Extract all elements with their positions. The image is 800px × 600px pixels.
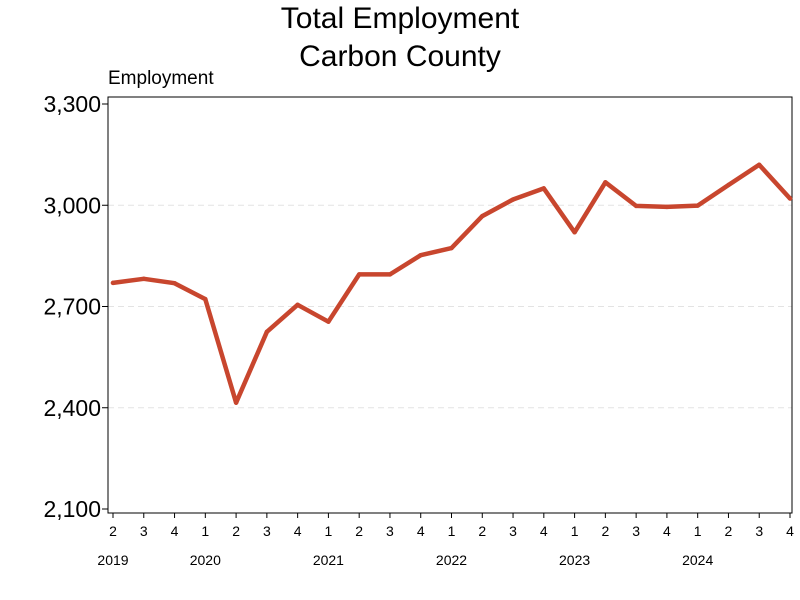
- data-point: [356, 272, 362, 277]
- data-point: [203, 296, 208, 302]
- x-tick-label-year: 2021: [313, 552, 344, 568]
- x-tick-label-quarter: 4: [663, 523, 671, 539]
- data-point: [480, 213, 485, 219]
- x-tick-label-quarter: 4: [294, 523, 302, 539]
- data-point: [295, 302, 300, 308]
- data-point: [387, 272, 393, 277]
- data-point: [264, 329, 270, 335]
- x-tick-label-quarter: 3: [632, 523, 640, 539]
- x-tick-label-quarter: 3: [386, 523, 394, 539]
- y-tick-label: 2,100: [43, 496, 101, 522]
- x-tick-label-quarter: 2: [725, 523, 733, 539]
- x-tick-label-quarter: 2: [355, 523, 363, 539]
- y-tick-label: 3,300: [43, 91, 101, 117]
- x-tick-label-quarter: 1: [201, 523, 209, 539]
- chart-title-line-1: Total Employment: [280, 2, 520, 35]
- data-point: [510, 197, 516, 202]
- chart-title-line-2: Carbon County: [299, 40, 501, 73]
- data-point: [233, 400, 239, 405]
- x-tick-label-year: 2019: [97, 552, 128, 568]
- y-tick-label: 2,400: [43, 395, 101, 421]
- x-tick-label-year: 2022: [436, 552, 467, 568]
- x-tick-label-quarter: 2: [232, 523, 240, 539]
- data-point: [633, 203, 639, 209]
- x-tick-label-quarter: 1: [571, 523, 579, 539]
- data-point: [726, 182, 731, 188]
- x-tick-label-quarter: 2: [478, 523, 486, 539]
- plot-frame: [107, 96, 793, 514]
- y-tick-label: 2,700: [43, 294, 101, 320]
- data-point: [664, 204, 670, 210]
- x-tick-label-quarter: 3: [755, 523, 763, 539]
- x-tick-label-year: 2020: [190, 552, 221, 568]
- x-tick-label-quarter: 3: [509, 523, 517, 539]
- data-point: [787, 196, 793, 201]
- data-point: [541, 186, 547, 191]
- data-point: [110, 280, 116, 286]
- data-point: [141, 276, 146, 282]
- data-point: [449, 245, 454, 251]
- y-tick-label: 3,000: [43, 192, 101, 218]
- x-tick-label-quarter: 1: [325, 523, 333, 539]
- x-tick-label-quarter: 1: [694, 523, 702, 539]
- x-tick-label-year: 2024: [682, 552, 713, 568]
- series-line: [110, 162, 793, 405]
- x-tick-label-quarter: 2: [601, 523, 609, 539]
- data-point: [572, 230, 577, 235]
- x-tick-label-quarter: 3: [263, 523, 271, 539]
- x-tick-label-year: 2023: [559, 552, 590, 568]
- data-point: [603, 180, 608, 185]
- x-tick-label-quarter: 4: [171, 523, 179, 539]
- data-point: [418, 253, 423, 258]
- data-point: [757, 162, 762, 167]
- x-tick-label-quarter: 4: [417, 523, 425, 539]
- data-point: [695, 203, 700, 208]
- x-tick-label-quarter: 1: [448, 523, 456, 539]
- y-axis-label: Employment: [108, 68, 214, 89]
- data-point: [172, 281, 177, 286]
- x-tick-label-quarter: 4: [786, 523, 794, 539]
- x-tick-label-quarter: 2: [109, 523, 117, 539]
- data-point: [326, 319, 331, 324]
- x-tick-label-quarter: 4: [540, 523, 548, 539]
- x-tick-label-quarter: 3: [140, 523, 148, 539]
